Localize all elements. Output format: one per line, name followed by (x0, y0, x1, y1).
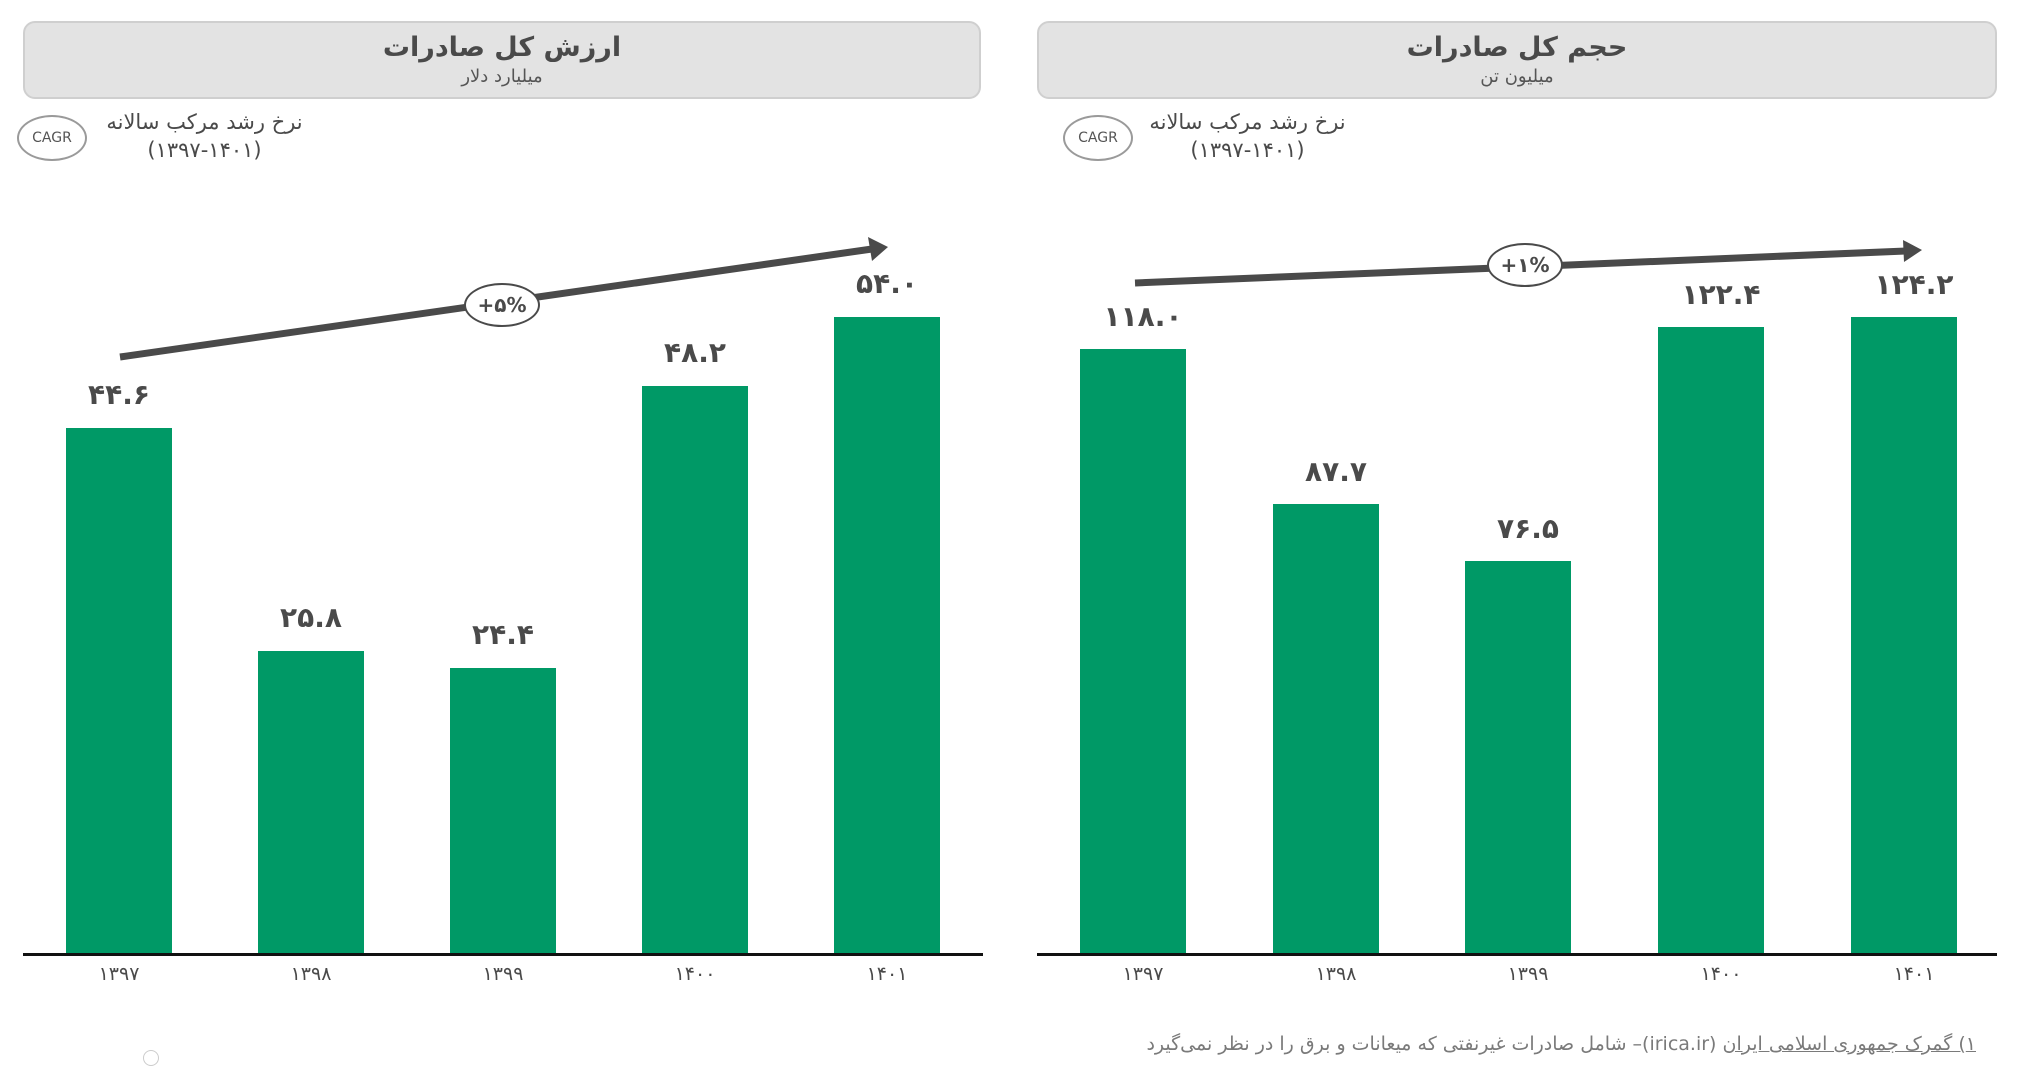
bar-1401 (834, 317, 940, 954)
cagr-legend-line1: نرخ رشد مرکب سالانه (106, 110, 303, 134)
bar-value-label: ۱۲۴.۲ (1874, 268, 1954, 301)
x-tick-label: ۱۳۹۹ (1507, 963, 1549, 985)
x-tick-label: ۱۴۰۰ (674, 963, 716, 985)
source-link[interactable]: ۱) گمرک جمهوری اسلامی ایران (1722, 1033, 1977, 1055)
chart-header: ارزش کل صادرات میلیارد دلار (23, 21, 981, 99)
x-axis (23, 953, 983, 956)
x-tick-label: ۱۳۹۷ (98, 963, 140, 985)
bar-1398 (258, 651, 364, 954)
cagr-badge-icon: CAGR (1063, 115, 1133, 161)
bar-value-label: ۵۴.۰ (856, 267, 918, 300)
chart-unit: میلیارد دلار (461, 66, 543, 87)
cagr-legend-label: نرخ رشد مرکب سالانه (۱۳۹۷-۱۴۰۱) (92, 108, 317, 164)
chart-title: حجم کل صادرات (1406, 32, 1628, 63)
bar-1397 (66, 428, 172, 954)
export-value-chart: ارزش کل صادرات میلیارد دلار CAGR نرخ رشد… (0, 0, 990, 1056)
bar-value-label: ۲۴.۴ (472, 618, 534, 651)
cagr-badge-icon: CAGR (17, 115, 87, 161)
x-tick-label: ۱۴۰۰ (1700, 963, 1742, 985)
export-volume-chart: حجم کل صادرات میلیون تن CAGR نرخ رشد مرک… (1010, 0, 2000, 1056)
bar-value-label: ۷۶.۵ (1497, 512, 1559, 545)
bar-value-label: ۸۷.۷ (1305, 455, 1367, 488)
footnote-text: (irica.ir)– شامل صادرات غیرنفتی که میعان… (1146, 1033, 1723, 1055)
bar-value-label: ۴۸.۲ (664, 336, 726, 369)
decorative-circle-icon (143, 1050, 159, 1066)
x-tick-label: ۱۴۰۱ (1893, 963, 1935, 985)
bar-value-label: ۲۵.۸ (280, 601, 342, 634)
cagr-value-badge: +۱% (1487, 243, 1563, 287)
chart-header: حجم کل صادرات میلیون تن (1037, 21, 1997, 99)
cagr-legend-line2: (۱۳۹۷-۱۴۰۱) (1190, 138, 1305, 162)
bar-1401 (1851, 317, 1957, 954)
cagr-legend-line1: نرخ رشد مرکب سالانه (1149, 110, 1346, 134)
chart-title: ارزش کل صادرات (382, 32, 622, 63)
source-footnote: ۱) گمرک جمهوری اسلامی ایران (irica.ir)– … (1146, 1033, 1976, 1055)
cagr-legend-label: نرخ رشد مرکب سالانه (۱۳۹۷-۱۴۰۱) (1135, 108, 1360, 164)
bar-value-label: ۴۴.۶ (88, 378, 150, 411)
bar-1397 (1080, 349, 1186, 954)
cagr-legend-line2: (۱۳۹۷-۱۴۰۱) (147, 138, 262, 162)
x-tick-label: ۱۳۹۸ (1315, 963, 1357, 985)
bar-1400 (1658, 327, 1764, 954)
chart-unit: میلیون تن (1480, 66, 1554, 87)
bar-1398 (1273, 504, 1379, 954)
bar-value-label: ۱۲۲.۴ (1681, 278, 1761, 311)
cagr-value-badge: +۵% (464, 283, 540, 327)
bar-1399 (1465, 561, 1571, 954)
x-tick-label: ۱۳۹۹ (482, 963, 524, 985)
bar-1400 (642, 386, 748, 954)
x-tick-label: ۱۳۹۸ (290, 963, 332, 985)
bar-1399 (450, 668, 556, 954)
x-axis (1037, 953, 1997, 956)
bar-value-label: ۱۱۸.۰ (1103, 300, 1183, 333)
x-tick-label: ۱۴۰۱ (866, 963, 908, 985)
x-tick-label: ۱۳۹۷ (1122, 963, 1164, 985)
